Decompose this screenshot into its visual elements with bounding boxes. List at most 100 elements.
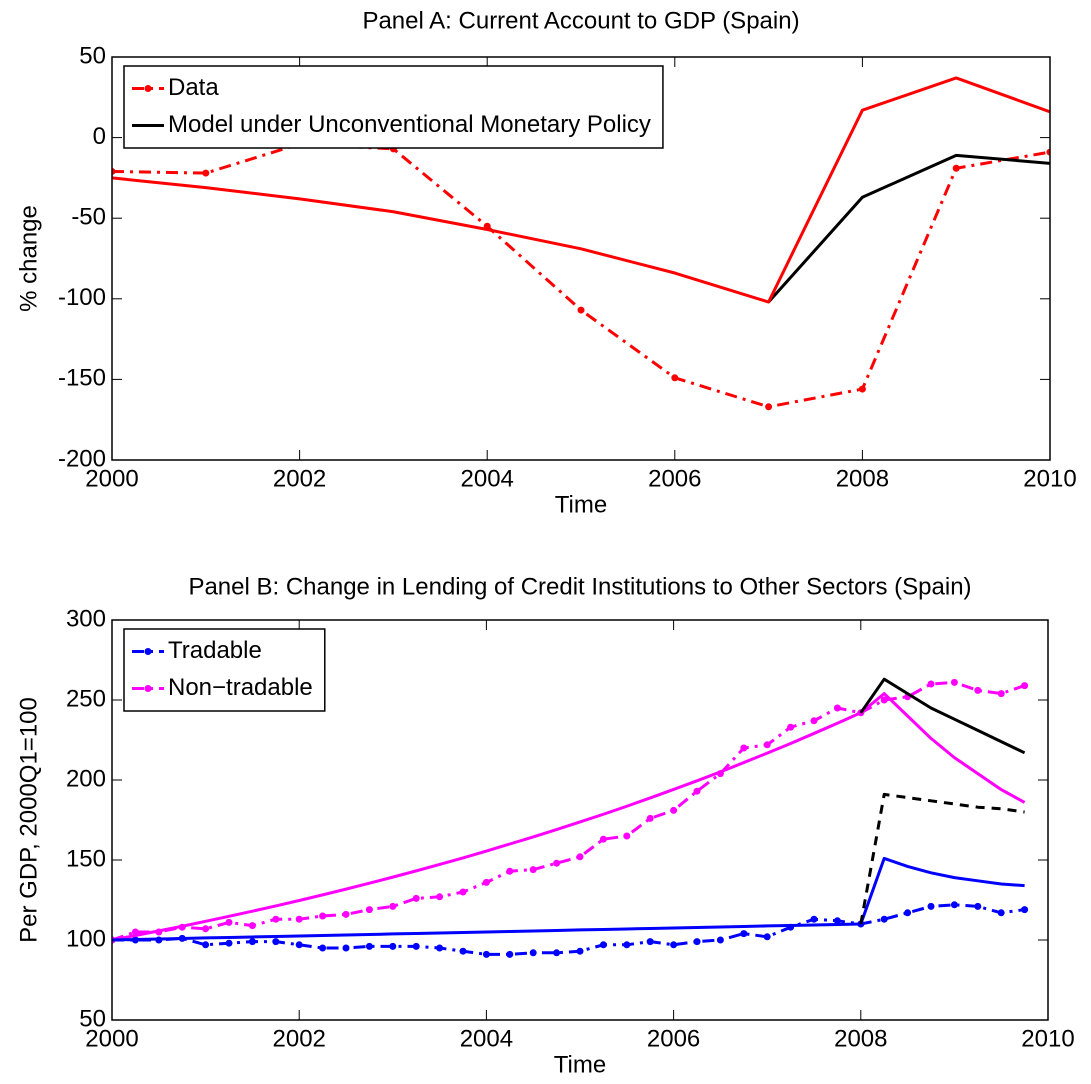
data-point bbox=[765, 403, 773, 411]
legend: Data Model under Unconventional Monetary … bbox=[123, 65, 664, 149]
y-tick-label: 250 bbox=[66, 685, 106, 712]
data-point bbox=[693, 787, 701, 795]
x-tick-label: 2002 bbox=[273, 465, 326, 492]
data-point bbox=[319, 944, 327, 952]
data-point bbox=[599, 941, 607, 949]
data-point bbox=[716, 936, 724, 944]
data-point bbox=[248, 922, 256, 930]
data-point bbox=[202, 925, 210, 933]
y-tick-label: 200 bbox=[66, 765, 106, 792]
data-point bbox=[506, 867, 514, 875]
y-axis-label: % change bbox=[15, 205, 42, 312]
data-point bbox=[880, 915, 888, 923]
data-point bbox=[553, 859, 561, 867]
data-point bbox=[646, 814, 654, 822]
data-point bbox=[927, 680, 935, 688]
x-tick-label: 2006 bbox=[648, 465, 701, 492]
y-tick-label: 300 bbox=[66, 605, 106, 632]
data-point bbox=[763, 933, 771, 941]
data-point bbox=[904, 909, 912, 917]
data-point bbox=[927, 902, 935, 910]
series-line bbox=[859, 677, 1026, 755]
series-group bbox=[112, 76, 1050, 411]
data-point bbox=[763, 741, 771, 749]
series-line bbox=[859, 792, 1025, 925]
y-tick-label: -150 bbox=[58, 365, 106, 392]
data-point bbox=[529, 866, 537, 874]
x-tick-label: 2008 bbox=[836, 465, 889, 492]
data-point bbox=[1021, 906, 1029, 914]
data-point bbox=[833, 917, 841, 925]
data-point bbox=[787, 723, 795, 731]
data-point bbox=[810, 717, 818, 725]
data-point bbox=[342, 910, 350, 918]
legend-marker bbox=[144, 648, 152, 655]
legend-box bbox=[123, 628, 326, 712]
data-point bbox=[389, 942, 397, 950]
data-point bbox=[202, 169, 210, 177]
data-point bbox=[389, 902, 397, 910]
data-point bbox=[225, 918, 233, 926]
data-point bbox=[950, 678, 958, 686]
data-point bbox=[295, 941, 303, 949]
data-point bbox=[319, 912, 327, 920]
legend-label: Model under Unconventional Monetary Poli… bbox=[168, 111, 651, 138]
legend-marker bbox=[144, 685, 152, 692]
data-point bbox=[833, 704, 841, 712]
data-point bbox=[952, 164, 960, 172]
x-tick-label: 2010 bbox=[1023, 465, 1076, 492]
axes-box bbox=[111, 619, 1049, 1021]
data-point bbox=[436, 893, 444, 901]
x-tick-label: 2004 bbox=[461, 465, 514, 492]
series-line bbox=[112, 680, 1026, 942]
y-tick-label: 50 bbox=[79, 42, 106, 69]
data-point bbox=[482, 950, 490, 958]
data-point bbox=[459, 888, 467, 896]
data-point bbox=[670, 806, 678, 814]
data-point bbox=[112, 167, 116, 175]
data-point bbox=[974, 902, 982, 910]
x-tick-label: 2006 bbox=[647, 1025, 700, 1052]
data-point bbox=[459, 947, 467, 955]
y-tick-label: 100 bbox=[66, 925, 106, 952]
data-point bbox=[880, 696, 888, 704]
data-point bbox=[482, 878, 490, 886]
y-tick-label: -100 bbox=[58, 284, 106, 311]
data-point bbox=[974, 686, 982, 694]
x-tick-label: 2000 bbox=[85, 1025, 138, 1052]
chart-title: Panel A: Current Account to GDP (Spain) bbox=[362, 7, 799, 34]
data-point bbox=[740, 930, 748, 938]
x-tick-label: 2000 bbox=[85, 465, 138, 492]
data-point bbox=[272, 938, 280, 946]
axes-box bbox=[111, 56, 1051, 461]
data-point bbox=[529, 949, 537, 957]
data-point bbox=[646, 938, 654, 946]
series-line bbox=[112, 692, 1026, 942]
series-line bbox=[112, 76, 1050, 304]
data-point bbox=[295, 915, 303, 923]
data-point bbox=[740, 744, 748, 752]
data-point bbox=[553, 949, 561, 957]
legend-label: Tradable bbox=[168, 637, 262, 664]
data-point bbox=[506, 950, 514, 958]
legend-label: Non−tradable bbox=[168, 674, 313, 701]
data-point bbox=[810, 915, 818, 923]
data-point bbox=[671, 374, 679, 382]
data-point bbox=[412, 894, 420, 902]
x-tick-label: 2008 bbox=[834, 1025, 887, 1052]
x-tick-label: 2004 bbox=[460, 1025, 513, 1052]
data-point bbox=[997, 690, 1005, 698]
data-point bbox=[670, 941, 678, 949]
data-point bbox=[950, 901, 958, 909]
legend-box bbox=[123, 65, 664, 149]
data-point bbox=[202, 941, 210, 949]
legend: Tradable Non−tradable bbox=[123, 628, 326, 712]
y-tick-label: -50 bbox=[71, 204, 106, 231]
y-tick-label: 0 bbox=[93, 123, 106, 150]
data-point bbox=[858, 385, 866, 393]
data-point bbox=[365, 906, 373, 914]
y-axis-label: Per GDP, 2000Q1=100 bbox=[15, 697, 42, 943]
data-point bbox=[272, 915, 280, 923]
x-axis-label: Time bbox=[555, 491, 607, 518]
